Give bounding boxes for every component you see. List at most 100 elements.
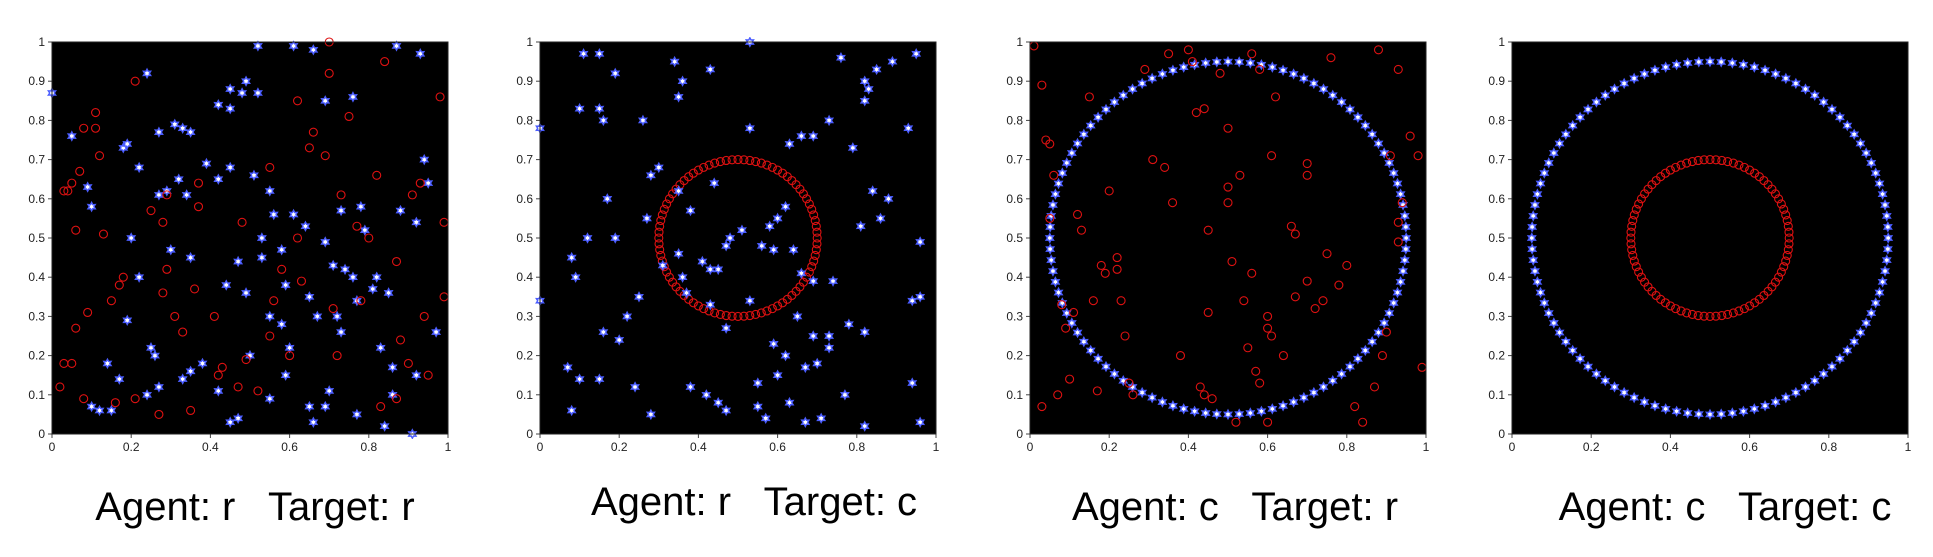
target-marker [1693,310,1703,321]
target-marker [1302,158,1312,169]
target-marker [324,68,334,78]
agent-marker [1528,254,1539,266]
y-tick-label: 0.7 [1488,153,1505,167]
target-marker [1676,160,1686,170]
plot-area [52,42,448,434]
target-marker [380,57,390,67]
agent-marker [142,389,152,401]
agent-marker [800,416,811,428]
y-tick-label: 0.1 [1488,388,1505,402]
target-marker [1723,157,1733,167]
target-marker [1676,306,1686,316]
agent-marker [1629,391,1640,404]
target-marker [356,296,366,306]
agent-marker [1780,391,1791,404]
agent-marker [915,416,926,428]
agent-marker [752,377,763,389]
agent-marker [1532,276,1543,288]
agent-marker [122,314,133,327]
target-marker [154,409,164,419]
agent-marker [280,279,291,291]
agent-marker [1716,408,1727,420]
target-marker [1072,209,1083,220]
target-marker [1739,162,1749,172]
agent-marker [1360,344,1371,357]
agent-marker [824,342,835,354]
agent-marker [1880,265,1890,277]
target-marker [1665,301,1675,311]
agent-marker [1288,68,1299,80]
agent-marker [225,83,236,95]
target-marker [237,217,247,227]
agent-marker [784,396,795,409]
agent-marker [1278,400,1289,412]
target-marker [1045,139,1055,149]
target-marker [733,155,743,165]
y-tick-label: 0.4 [28,270,45,284]
agent-marker [657,259,668,272]
y-tick-label: 0.3 [28,309,45,323]
target-marker [807,262,817,272]
agent-marker [1834,353,1845,365]
agent-marker [1399,254,1410,266]
target-marker [1636,194,1646,204]
target-marker [767,162,777,172]
agent-marker [312,310,323,323]
agent-marker [304,291,315,303]
plot-area [1512,42,1908,434]
target-marker [1235,170,1245,180]
agent-marker [146,342,156,354]
target-marker [1164,49,1174,59]
agent-marker [653,161,664,174]
y-tick-label: 0.7 [516,153,533,167]
target-marker [59,358,69,368]
agent-marker [721,322,732,334]
agent-marker [1530,265,1540,277]
agent-marker [359,224,370,236]
agent-marker [411,369,422,381]
agent-marker [1526,232,1537,244]
target-marker [810,216,820,226]
target-marker [1693,155,1703,166]
agent-marker [562,361,573,374]
target-marker [296,276,307,286]
agent-marker [768,338,779,350]
target-marker [1782,250,1792,260]
x-tick-label: 0.8 [1820,440,1837,454]
agent-marker [348,91,358,103]
agent-marker [1527,243,1538,255]
agent-marker [1567,119,1578,132]
target-marker [1267,151,1277,161]
agent-marker [709,177,720,189]
y-tick-label: 0.2 [28,349,45,363]
agent-marker [824,114,835,127]
target-marker [1175,351,1186,361]
agent-marker [1178,61,1189,73]
target-marker [1627,221,1637,231]
agent-marker [1705,408,1715,421]
target-marker [253,386,263,396]
y-tick-label: 0.6 [1006,192,1023,206]
y-tick-label: 0.2 [1006,349,1023,363]
y-tick-label: 0.6 [28,192,45,206]
agent-marker [1560,335,1571,348]
agent-marker [94,404,105,417]
agent-marker [1373,137,1384,150]
y-tick-label: 0.8 [1488,113,1505,127]
agent-marker [1050,276,1061,288]
agent-marker [150,349,160,362]
target-marker [710,308,720,318]
scatter-panel-3: 0 0.2 0.4 0.6 0.8 1 0 0.1 0.2 0.3 0.4 0.5 0.6 0.7 0.8 0… [1006,35,1429,529]
agent-marker [863,83,874,95]
agent-marker [276,318,287,330]
agent-marker [903,122,914,134]
agent-marker [836,51,846,64]
target-marker [63,186,73,196]
agent-marker [1093,111,1104,123]
target-marker [91,108,101,118]
agent-marker [1118,89,1129,102]
agent-marker [859,420,870,432]
target-marker [773,165,783,175]
agent-marker [348,271,358,283]
agent-marker [1874,286,1885,299]
